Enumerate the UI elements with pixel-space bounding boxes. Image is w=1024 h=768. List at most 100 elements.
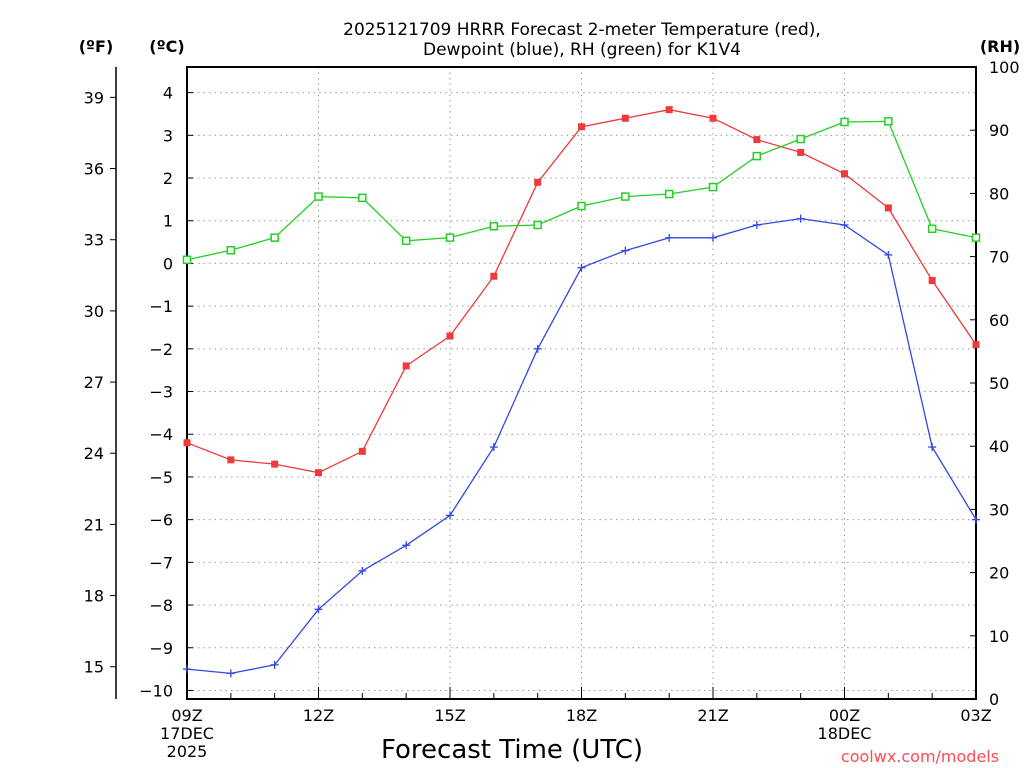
temperature-point [709,114,717,122]
temperature-point [315,469,322,477]
rh-point [577,201,586,211]
celsius-tick-label: 0 [163,254,173,273]
rh-point [752,151,762,161]
dewpoint-point [752,221,761,229]
celsius-tick-label: −9 [149,639,173,658]
rh-tick-label: 30 [989,500,1009,519]
temperature-point [797,148,805,156]
temperature-point [402,362,410,370]
rh-point [664,189,674,199]
rh-point [533,220,542,230]
dewpoint-point [884,250,893,259]
rh-point [884,117,893,126]
dewpoint-line [186,217,977,675]
x-axis-label: Forecast Time (UTC) [381,735,643,765]
rh-tick-label: 80 [989,184,1009,203]
rh-tick-label: 0 [989,690,999,709]
credit-text: coolwx.com/models [841,747,999,766]
fahrenheit-tick-label: 18 [84,587,104,606]
temperature-point [446,332,454,340]
rh-tick-label: 60 [989,311,1009,330]
celsius-tick-label: 4 [163,84,173,103]
dewpoint-point [358,566,367,575]
temperature-point [578,123,585,131]
dewpoint-point [972,515,980,524]
temperature-point [841,170,848,178]
fahrenheit-axis: 39 36 33 30 27 24 21 18 15 [84,88,116,677]
fahrenheit-tick-label: 39 [84,88,104,107]
dewpoint-point [533,344,542,353]
dewpoint-point [577,263,586,272]
celsius-tick-label: 3 [163,126,173,145]
rh-point [226,246,236,255]
fahrenheit-tick-label: 30 [84,302,104,321]
celsius-tick-label: −2 [149,340,173,359]
rh-tick-label: 50 [989,374,1009,393]
fahrenheit-tick-label: 21 [84,515,104,534]
dewpoint-point [709,233,717,242]
dewpoint-point [840,221,849,229]
rh-point [358,193,367,203]
celsius-axis: 4 3 2 1 0 −1 −2 −3 −4 −5 −6 −7 −8 −9 −10 [139,84,193,700]
x-tick-label: 12Z [303,706,334,725]
rh-point [401,236,411,246]
celsius-tick-label: 1 [163,212,173,231]
x-tick-label: 2025 [167,742,208,761]
rh-point [927,224,937,234]
dewpoint-point [796,214,805,223]
temperature-point [665,106,673,114]
grid-lines [187,67,976,699]
x-tick-label: 18Z [566,706,597,725]
temperature-line [186,109,977,474]
dewpoint-point [665,233,674,242]
rh-point [489,222,499,231]
temperature-point [183,439,191,447]
celsius-tick-label: −5 [149,468,173,487]
fahrenheit-tick-label: 33 [84,231,104,250]
rh-unit-label: (RH) [980,37,1020,56]
chart-title-line1: 2025121709 HRRR Forecast 2-meter Tempera… [343,20,821,40]
x-tick-label: 18DEC [818,724,872,743]
dewpoint-point [621,246,630,255]
fahrenheit-tick-label: 27 [84,373,104,392]
temperature-point [358,447,366,455]
x-tick-label: 09Z [171,706,202,725]
celsius-unit-label: (ºC) [149,37,184,56]
dewpoint-series [183,214,980,678]
x-tick-label: 15Z [434,706,465,725]
celsius-tick-label: 2 [163,169,173,188]
temperature-point [753,136,761,144]
temperature-point [271,460,279,468]
rh-point [708,182,718,192]
rh-line [186,120,977,261]
dewpoint-point [183,665,191,674]
dewpoint-point [226,669,235,678]
fahrenheit-tick-label: 36 [84,160,104,179]
dewpoint-point [446,511,454,520]
chart-title-line2: Dewpoint (blue), RH (green) for K1V4 [423,40,741,60]
fahrenheit-tick-label: 24 [84,444,104,463]
rh-tick-label: 20 [989,564,1009,583]
x-tick-label: 21Z [697,706,728,725]
temperature-point [534,178,542,186]
rh-point [445,233,455,242]
x-tick-label: 00Z [829,706,860,725]
dewpoint-point [270,660,279,669]
rh-point [182,255,192,265]
celsius-tick-label: −3 [149,383,173,402]
celsius-tick-label: −6 [149,511,173,530]
temperature-point [621,114,629,122]
rh-tick-label: 70 [989,248,1009,267]
x-tick-label: 17DEC [160,724,214,743]
dewpoint-point [402,541,411,550]
rh-tick-label: 10 [989,627,1009,646]
rh-point [314,192,323,201]
fahrenheit-unit-label: (ºF) [79,37,114,56]
rh-tick-label: 90 [989,121,1009,140]
celsius-tick-label: −10 [139,681,173,700]
rh-series [182,117,981,265]
temperature-point [884,204,892,212]
temperature-point [972,341,980,349]
rh-point [796,134,805,144]
